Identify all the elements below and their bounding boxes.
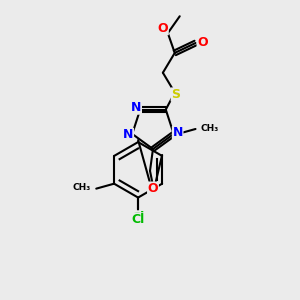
Text: O: O (148, 182, 158, 195)
Text: N: N (131, 101, 141, 114)
Text: N: N (172, 127, 183, 140)
Text: O: O (197, 37, 208, 50)
Text: O: O (158, 22, 168, 34)
Text: Cl: Cl (131, 211, 145, 224)
Text: Cl: Cl (131, 213, 145, 226)
Text: CH₃: CH₃ (72, 183, 90, 192)
Text: S: S (171, 88, 180, 101)
Text: N: N (123, 128, 134, 141)
Text: CH₃: CH₃ (200, 124, 219, 134)
